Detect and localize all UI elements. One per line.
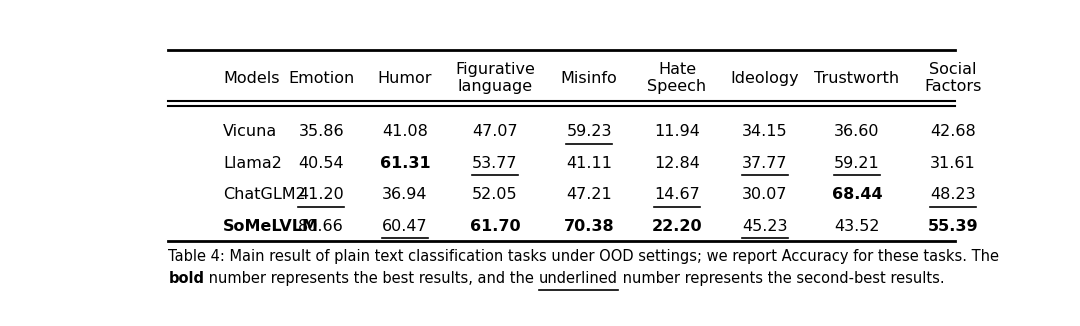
Text: Llama2: Llama2 bbox=[222, 156, 282, 171]
Text: SoMeLVLM: SoMeLVLM bbox=[222, 219, 319, 234]
Text: 36.94: 36.94 bbox=[382, 187, 428, 202]
Text: 12.84: 12.84 bbox=[654, 156, 700, 171]
Text: 47.21: 47.21 bbox=[566, 187, 612, 202]
Text: 42.68: 42.68 bbox=[930, 125, 976, 140]
Text: bold: bold bbox=[168, 271, 204, 286]
Text: 55.39: 55.39 bbox=[928, 219, 978, 234]
Text: 37.77: 37.77 bbox=[742, 156, 787, 171]
Text: 60.47: 60.47 bbox=[382, 219, 428, 234]
Text: 14.67: 14.67 bbox=[654, 187, 700, 202]
Text: 80.66: 80.66 bbox=[298, 219, 345, 234]
Text: 61.70: 61.70 bbox=[470, 219, 521, 234]
Text: 11.94: 11.94 bbox=[654, 125, 700, 140]
Text: 35.86: 35.86 bbox=[298, 125, 345, 140]
Text: Figurative
language: Figurative language bbox=[455, 62, 535, 94]
Text: underlined: underlined bbox=[539, 271, 618, 286]
Text: 41.11: 41.11 bbox=[566, 156, 612, 171]
Text: 53.77: 53.77 bbox=[472, 156, 517, 171]
Text: Vicuna: Vicuna bbox=[222, 125, 278, 140]
Text: Ideology: Ideology bbox=[730, 70, 799, 85]
Text: 30.07: 30.07 bbox=[742, 187, 787, 202]
Text: Humor: Humor bbox=[378, 70, 432, 85]
Text: 47.07: 47.07 bbox=[472, 125, 517, 140]
Text: 59.23: 59.23 bbox=[566, 125, 612, 140]
Text: 34.15: 34.15 bbox=[742, 125, 787, 140]
Text: Models: Models bbox=[222, 70, 280, 85]
Text: 22.20: 22.20 bbox=[651, 219, 702, 234]
Text: 52.05: 52.05 bbox=[472, 187, 517, 202]
Text: 41.08: 41.08 bbox=[382, 125, 428, 140]
Text: Misinfo: Misinfo bbox=[561, 70, 618, 85]
Text: 41.20: 41.20 bbox=[298, 187, 345, 202]
Text: Trustworth: Trustworth bbox=[814, 70, 900, 85]
Text: 45.23: 45.23 bbox=[742, 219, 787, 234]
Text: Emotion: Emotion bbox=[288, 70, 354, 85]
Text: Social
Factors: Social Factors bbox=[924, 62, 982, 94]
Text: 31.61: 31.61 bbox=[930, 156, 976, 171]
Text: ChatGLM2: ChatGLM2 bbox=[222, 187, 306, 202]
Text: 36.60: 36.60 bbox=[834, 125, 880, 140]
Text: number represents the second-best results.: number represents the second-best result… bbox=[618, 271, 945, 286]
Text: 48.23: 48.23 bbox=[930, 187, 976, 202]
Text: 40.54: 40.54 bbox=[298, 156, 345, 171]
Text: 59.21: 59.21 bbox=[834, 156, 880, 171]
Text: Hate
Speech: Hate Speech bbox=[647, 62, 706, 94]
Text: 68.44: 68.44 bbox=[832, 187, 882, 202]
Text: 43.52: 43.52 bbox=[834, 219, 880, 234]
Text: Table 4: Main result of plain text classification tasks under OOD settings; we r: Table 4: Main result of plain text class… bbox=[168, 249, 999, 264]
Text: 61.31: 61.31 bbox=[380, 156, 430, 171]
Text: number represents the best results, and the: number represents the best results, and … bbox=[204, 271, 539, 286]
Text: 70.38: 70.38 bbox=[564, 219, 615, 234]
